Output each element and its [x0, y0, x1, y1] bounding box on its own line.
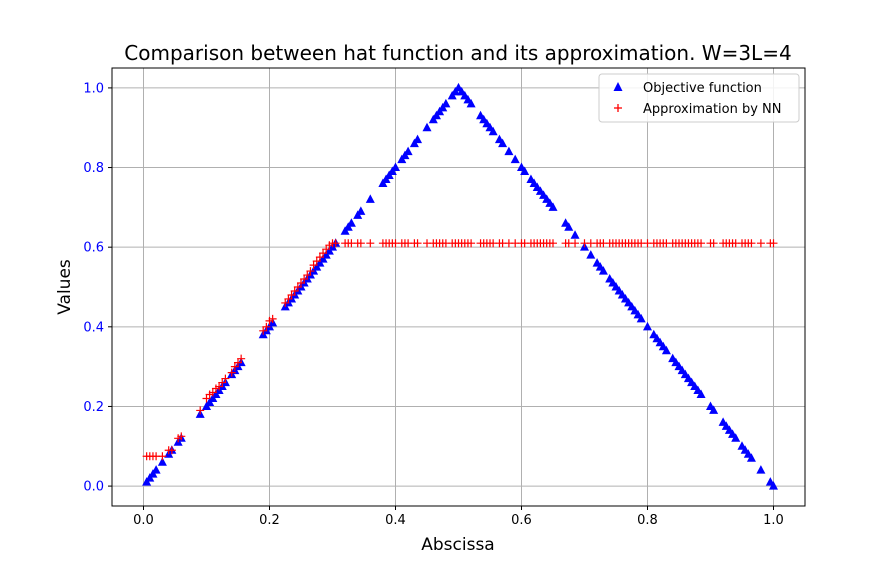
approximation-point [571, 239, 580, 248]
objective-point [570, 230, 580, 239]
objective-point [643, 321, 652, 331]
approximation-point [158, 452, 167, 461]
y-tick-label: 0.0 [83, 480, 104, 495]
objective-point [709, 405, 719, 414]
objective-point [598, 266, 608, 275]
approximation-point [196, 406, 205, 415]
objective-point [346, 218, 356, 227]
approximation-point [306, 267, 315, 276]
objective-point [466, 98, 476, 108]
approximation-point [366, 239, 375, 248]
legend-box [598, 73, 800, 123]
objective-point [504, 146, 514, 156]
y-axis-ticks: 0.0 0.2 0.4 0.6 0.8 1.0 [83, 81, 112, 495]
objective-point [731, 433, 741, 442]
approximation-point [177, 432, 186, 441]
x-tick-label: 1.0 [763, 513, 784, 528]
chart-title: Comparison between hat function and its … [124, 41, 791, 65]
objective-point [520, 166, 530, 176]
approximation-point [221, 374, 230, 383]
objective-point [548, 202, 558, 211]
legend-label-objective: Objective function [643, 81, 762, 96]
objective-point [413, 134, 423, 144]
approximation-point [709, 239, 718, 248]
objective-point [510, 154, 520, 164]
x-axis-ticks: 0.0 0.2 0.4 0.6 0.8 1.0 [133, 506, 784, 528]
approximation-point [413, 239, 422, 248]
legend: Objective function Approximation by NN [598, 73, 800, 123]
approximation-point [237, 354, 246, 363]
objective-point [151, 465, 161, 474]
objective-point [488, 126, 498, 136]
plot-background [112, 68, 805, 506]
grid [112, 68, 805, 506]
x-tick-label: 0.0 [133, 513, 154, 528]
approximation-point [756, 239, 765, 248]
x-axis-label: Abscissa [421, 535, 494, 555]
approximation-point [769, 239, 778, 248]
approximation-point [268, 314, 277, 323]
objective-point [365, 194, 375, 203]
y-tick-label: 1.0 [83, 81, 104, 96]
approximation-point [467, 239, 476, 248]
objective-point [769, 481, 778, 490]
objective-point [422, 122, 432, 132]
legend-marker-plus [614, 104, 622, 112]
objective-function-series [142, 82, 778, 490]
approximation-series [142, 239, 778, 461]
y-tick-label: 0.4 [83, 320, 104, 335]
approximation-point [747, 239, 756, 248]
approximation-point [356, 239, 365, 248]
objective-point [356, 206, 366, 215]
objective-point [391, 162, 400, 172]
objective-point [756, 465, 766, 474]
approximation-point [262, 322, 271, 331]
approximation-point [549, 239, 557, 248]
y-tick-label: 0.6 [83, 241, 104, 256]
objective-point [696, 389, 706, 399]
objective-point [661, 345, 671, 355]
objective-point [586, 250, 596, 259]
x-tick-label: 0.2 [259, 513, 280, 528]
objective-point [403, 146, 413, 156]
approximation-point [331, 239, 340, 248]
objective-point [636, 313, 646, 323]
legend-label-approximation: Approximation by NN [643, 102, 782, 117]
x-tick-label: 0.4 [385, 513, 406, 528]
y-axis-label: Values [55, 259, 75, 315]
legend-marker-triangle [613, 82, 623, 91]
x-tick-label: 0.6 [511, 513, 532, 528]
objective-point [157, 457, 167, 466]
approximation-point [697, 239, 706, 248]
y-tick-label: 0.8 [83, 161, 104, 176]
objective-point [498, 138, 508, 148]
plot-frame [111, 67, 806, 507]
approximation-point [167, 446, 176, 455]
objective-point [441, 98, 451, 108]
objective-point [746, 453, 756, 462]
objective-point [564, 222, 574, 231]
y-tick-label: 0.2 [83, 400, 104, 415]
x-tick-label: 0.8 [637, 513, 658, 528]
approximation-point [227, 368, 236, 377]
